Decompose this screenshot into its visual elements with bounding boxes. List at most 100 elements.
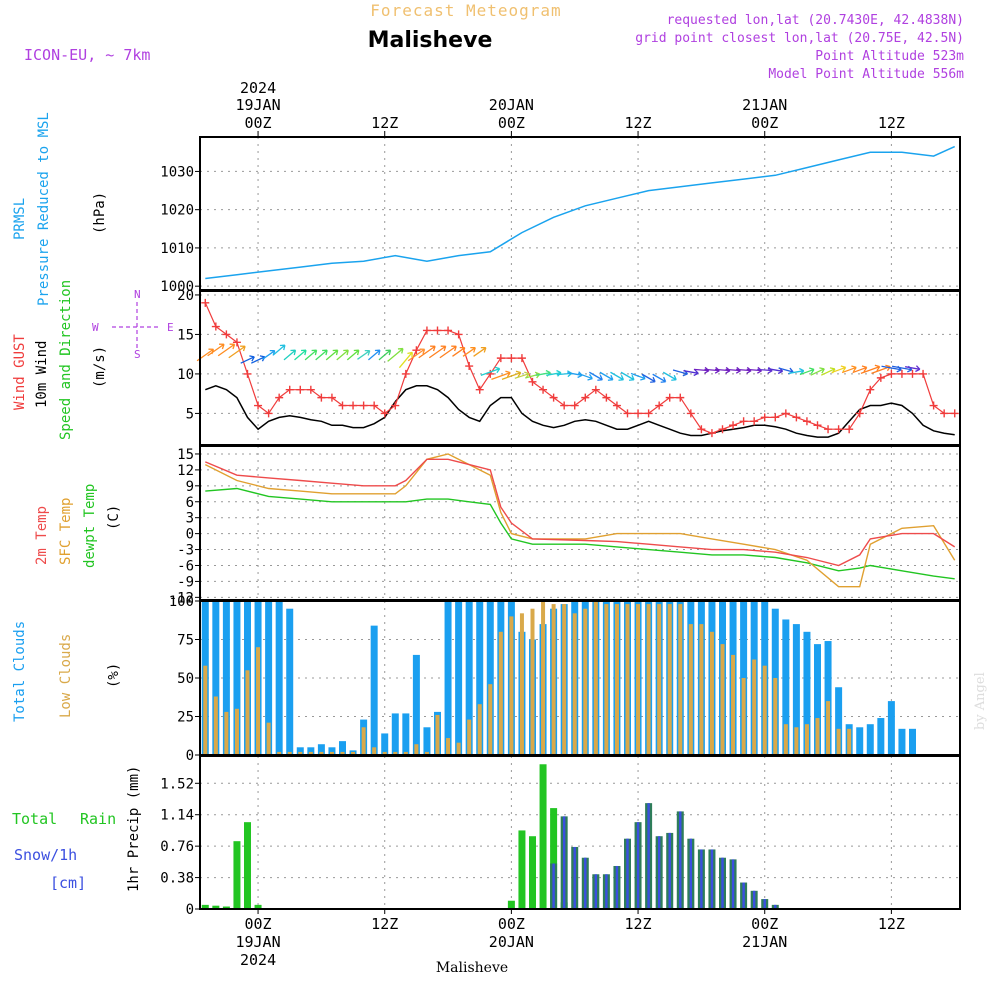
gust-marker xyxy=(676,393,685,402)
y-tick-label: 20 xyxy=(177,288,194,304)
bottom-axis-hour: 12Z xyxy=(878,915,905,933)
gust-marker xyxy=(254,401,263,410)
gust-marker xyxy=(211,322,220,331)
snow-bar-core xyxy=(721,857,724,909)
y-tick-label: 100 xyxy=(169,594,194,610)
bottom-axis-hour: 00Z xyxy=(751,915,778,933)
plot-area: 1000101010201030510152015129630-3-6-9-12… xyxy=(160,79,961,969)
y-tick-label: -12 xyxy=(169,590,194,606)
temp-labels: 2m Temp SFC Temp dewpt Temp (C) xyxy=(34,484,122,568)
snow-bar-core xyxy=(700,849,703,909)
gust-marker xyxy=(655,401,664,410)
gust-marker xyxy=(528,377,537,386)
forecast-title: Forecast Meteogram xyxy=(370,1,561,20)
wind-arrow xyxy=(480,366,501,377)
low-cloud-bar xyxy=(382,751,387,755)
wind-arrow xyxy=(273,344,286,356)
total-cloud-bar xyxy=(835,687,843,755)
gust-marker xyxy=(813,421,822,430)
temp-2m-label: 2m Temp xyxy=(34,506,50,565)
low-cloud-bar xyxy=(562,604,567,755)
rain-bar xyxy=(507,900,515,909)
point-altitude: Point Altitude 523m xyxy=(815,49,964,64)
total-cloud-bar xyxy=(455,601,463,755)
low-cloud-bar xyxy=(709,631,714,755)
gust-marker xyxy=(338,401,347,410)
gust-marker xyxy=(887,369,896,378)
wind-arrow xyxy=(905,365,921,373)
wind-arrow xyxy=(860,364,881,375)
gust-marker xyxy=(539,385,548,394)
low-cloud-bar xyxy=(277,751,282,755)
pressure-label-desc: Pressure Reduced to MSL xyxy=(36,112,52,306)
wind-arrow xyxy=(407,348,426,362)
wind-arrow xyxy=(599,371,614,381)
clouds-units: (%) xyxy=(106,663,122,688)
y-tick-label: -3 xyxy=(177,543,194,559)
gust-marker xyxy=(306,385,315,394)
cloud-labels: Total Clouds Low Clouds (%) xyxy=(12,621,122,722)
total-cloud-bar xyxy=(423,727,431,755)
bottom-axis-hour: 00Z xyxy=(245,915,272,933)
wind-gust-label: Wind GUST xyxy=(12,334,28,410)
wind-arrow xyxy=(501,370,522,381)
total-cloud-bar xyxy=(909,728,916,755)
panel-border xyxy=(199,445,961,601)
total-cloud-bar xyxy=(465,601,473,755)
gust-marker xyxy=(750,417,759,426)
compass-icon: W E N S xyxy=(92,288,174,361)
y-tick-label: 0 xyxy=(186,902,194,918)
low-cloud-bar xyxy=(752,659,757,755)
snow-bar-core xyxy=(647,803,650,909)
total-cloud-bar xyxy=(486,601,494,755)
total-cloud-bar xyxy=(233,601,241,755)
gust-marker xyxy=(792,413,801,422)
low-cloud-bar xyxy=(498,631,503,755)
total-cloud-bar xyxy=(803,631,811,755)
wind-arrow xyxy=(428,345,447,359)
gust-marker xyxy=(285,385,294,394)
gust-marker xyxy=(327,393,336,402)
gust-marker xyxy=(454,330,463,339)
snow-bar-core xyxy=(552,863,555,909)
compass-s: S xyxy=(134,348,141,361)
gust-marker xyxy=(876,373,885,382)
gust-marker xyxy=(760,413,769,422)
credit-watermark: by Angel xyxy=(973,672,988,730)
wind-arrow xyxy=(294,349,307,361)
snow-bar-core xyxy=(742,882,745,909)
rain-bar xyxy=(550,808,558,909)
y-tick-label: 10 xyxy=(177,367,194,383)
gust-marker xyxy=(444,326,453,335)
total-cloud-bar xyxy=(824,641,832,755)
total-cloud-bar xyxy=(782,619,790,755)
gust-marker xyxy=(908,369,917,378)
snow-bar-core xyxy=(731,859,735,909)
rain-bar xyxy=(222,906,230,909)
low-cloud-bar xyxy=(266,722,271,755)
gust-marker xyxy=(718,425,727,434)
snow-bar-core xyxy=(594,874,598,909)
low-cloud-bar xyxy=(340,751,345,755)
wind-arrow xyxy=(240,355,255,364)
wind-arrow xyxy=(262,349,276,360)
top-axis-hour: 00Z xyxy=(498,114,525,132)
y-tick-label: -9 xyxy=(177,574,194,590)
rain-bar xyxy=(529,836,536,909)
temp-units: (C) xyxy=(106,505,122,530)
low-cloud-bar xyxy=(403,751,408,755)
wind-arrow xyxy=(662,371,677,381)
gust-marker xyxy=(634,409,643,418)
gust-marker xyxy=(824,425,833,434)
y-tick-label: 12 xyxy=(177,463,194,479)
low-cloud-bar xyxy=(731,654,736,755)
y-tick-label: 3 xyxy=(186,511,194,527)
wind-arrow xyxy=(810,367,825,376)
panel-wind: 5 10 15 20 xyxy=(177,288,961,446)
low-cloud-bar xyxy=(614,604,619,755)
precip-total-label: Total xyxy=(12,810,57,828)
gust-marker xyxy=(591,385,600,394)
low-cloud-bar xyxy=(361,727,366,755)
wind-arrow xyxy=(852,365,868,374)
